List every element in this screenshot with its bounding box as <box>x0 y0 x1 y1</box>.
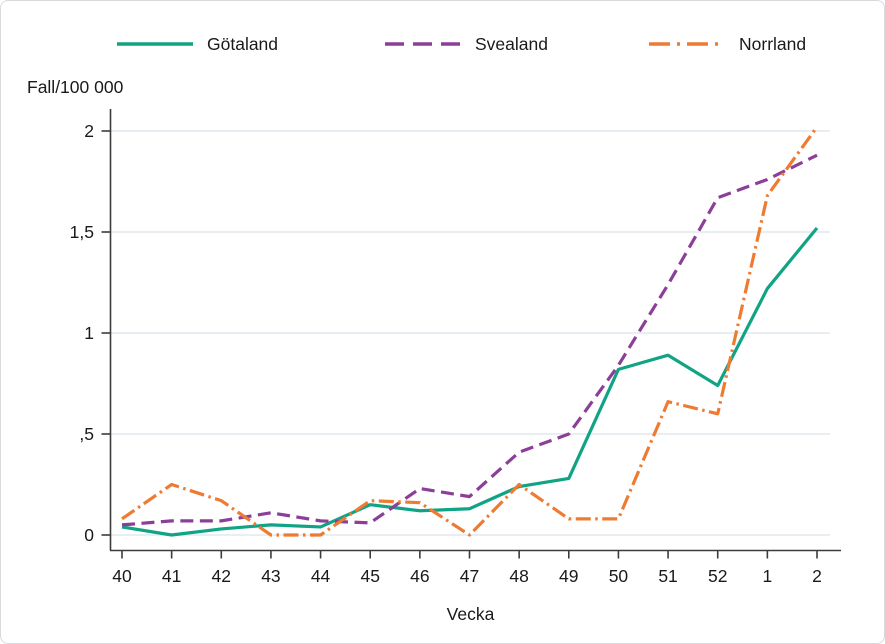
legend-label: Götaland <box>207 34 279 54</box>
x-tick-label: 51 <box>658 566 677 586</box>
x-tick-label: 47 <box>460 566 479 586</box>
x-tick-label: 52 <box>708 566 727 586</box>
legend-item-norrland: Norrland <box>648 34 806 54</box>
x-axis-title-text: Vecka <box>446 604 495 624</box>
legend-line-icon-gotaland <box>117 42 193 46</box>
x-tick-label: 44 <box>311 566 331 586</box>
x-tick-label: 41 <box>162 566 181 586</box>
legend-line-icon-svealand <box>385 42 461 46</box>
x-tick-label: 43 <box>261 566 280 586</box>
series-line-svealand <box>121 153 818 527</box>
legend-label: Svealand <box>475 34 548 54</box>
y-axis-title: Fall/100 000 <box>27 77 124 97</box>
x-tick-label: 40 <box>112 566 132 586</box>
x-tick-label: 46 <box>410 566 429 586</box>
x-axis-title: Vecka <box>1 604 884 625</box>
series-line-gotaland <box>121 226 819 537</box>
y-tick-label: ,5 <box>79 424 94 444</box>
x-tick-label: 1 <box>762 566 772 586</box>
legend-line-icon-norrland <box>649 42 725 46</box>
y-tick-label: 1,5 <box>70 222 94 242</box>
legend-item-svealand: Svealand <box>384 34 548 54</box>
y-tick-label: 1 <box>84 323 94 343</box>
x-tick-label: 2 <box>812 566 822 586</box>
x-tick-label: 48 <box>509 566 528 586</box>
x-tick-label: 45 <box>360 566 379 586</box>
legend-label: Norrland <box>739 34 807 54</box>
x-tick-label: 49 <box>559 566 578 586</box>
series-line-norrland <box>121 126 819 537</box>
x-tick-label: 50 <box>609 566 629 586</box>
chart-legend: Götaland Svealand Norrland <box>1 1 884 61</box>
y-tick-label: 2 <box>84 121 94 141</box>
y-tick-label: 0 <box>84 525 94 545</box>
legend-item-gotaland: Götaland <box>116 34 278 54</box>
x-tick-label: 42 <box>212 566 231 586</box>
